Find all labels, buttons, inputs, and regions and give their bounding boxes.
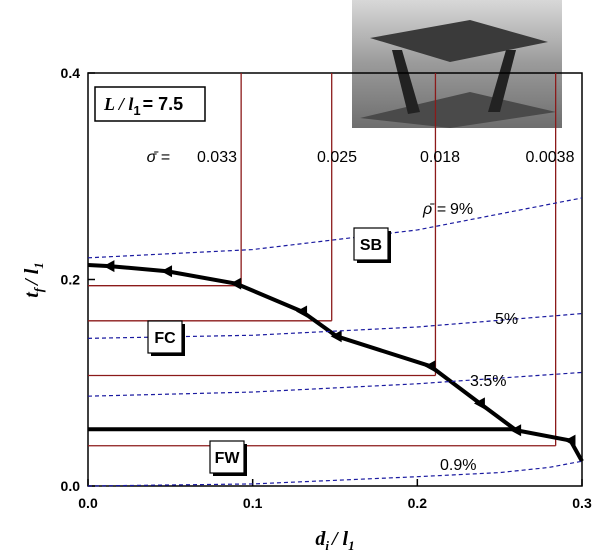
y-axis-label: tf/ l1: [21, 262, 46, 298]
stress-label: 0.025: [317, 149, 357, 166]
density-label: 3.5%: [470, 373, 506, 390]
triangle-marker: [161, 265, 172, 277]
density-prefix: ρ̄ =: [422, 201, 446, 218]
triangle-marker: [230, 278, 241, 290]
series-line: [88, 461, 582, 486]
y-tick-label: 0.2: [61, 272, 81, 288]
y-tick-label: 0.4: [61, 65, 81, 81]
series-line: [88, 198, 582, 258]
x-tick-label: 0.0: [78, 495, 98, 511]
x-tick-label: 0.3: [572, 495, 592, 511]
region-label: FW: [215, 450, 241, 467]
x-axis-label: di/ l1: [315, 528, 354, 553]
x-tick-label: 0.2: [408, 495, 428, 511]
density-label: 5%: [495, 311, 518, 328]
stress-prefix: σ̄ =: [147, 149, 170, 166]
chart: 0.0 0.1 0.2 0.3 0.0 0.2 0.4 0.033 0.025 0.018 0.00…: [0, 0, 603, 559]
stress-label: 0.033: [197, 149, 237, 166]
triangle-marker: [103, 260, 114, 272]
triangle-marker: [296, 306, 307, 318]
stress-label: 0.0038: [526, 149, 575, 166]
y-tick-label: 0.0: [61, 478, 81, 494]
stress-label: 0.018: [420, 149, 460, 166]
density-label: 9%: [450, 201, 473, 218]
x-tick-label: 0.1: [243, 495, 263, 511]
region-label: FC: [154, 330, 176, 347]
density-label: 0.9%: [440, 457, 476, 474]
triangle-marker: [564, 435, 575, 447]
triangle-marker: [425, 360, 436, 372]
series-line: [88, 265, 582, 461]
photo: [352, 0, 562, 128]
region-label: SB: [360, 237, 382, 254]
